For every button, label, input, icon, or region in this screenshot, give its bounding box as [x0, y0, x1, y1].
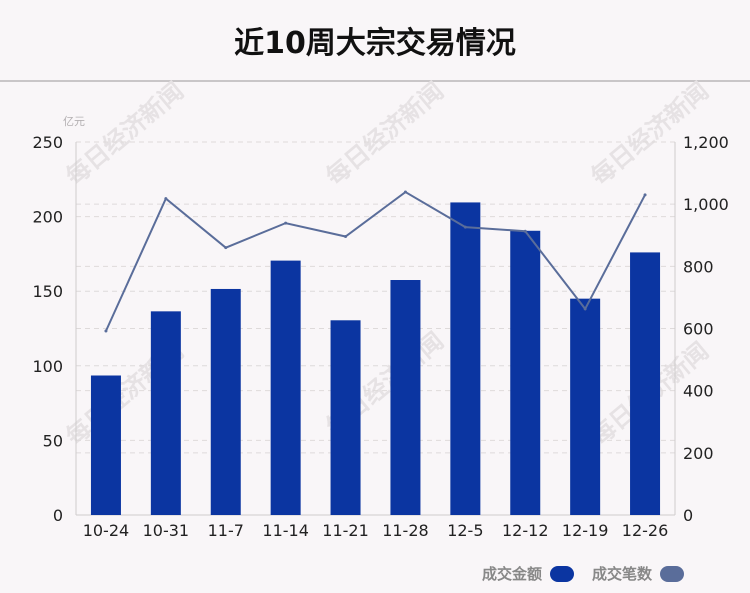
right-tick-label: 600 [683, 320, 714, 339]
x-tick-label: 11-14 [262, 521, 309, 540]
watermark-text: 每日经济新闻 [61, 77, 189, 191]
x-tick-label: 10-24 [83, 521, 130, 540]
line-point [164, 197, 168, 201]
x-tick-label: 12-26 [622, 521, 669, 540]
bar [90, 375, 121, 515]
x-tick-label: 11-28 [382, 521, 429, 540]
legend: 成交金额 成交笔数 [474, 563, 684, 584]
line-point [523, 229, 527, 233]
watermark-text: 每日经济新闻 [321, 77, 449, 191]
line-point [403, 190, 407, 194]
title-divider [0, 80, 750, 82]
line-point [224, 246, 228, 250]
bar [630, 252, 661, 515]
bar [150, 311, 181, 515]
legend-label-count: 成交笔数 [591, 565, 652, 583]
line-point [344, 234, 348, 238]
bar [210, 288, 241, 515]
left-tick-label: 200 [32, 208, 63, 227]
left-tick-label: 50 [43, 431, 63, 450]
left-tick-label: 150 [32, 282, 63, 301]
legend-item-amount[interactable]: 成交金额 [482, 563, 574, 584]
line-point [463, 225, 467, 229]
bar [270, 260, 301, 515]
tick-labels: 0 50 100 150 200 250 0 200 400 600 800 1,000 1,200 10… [32, 133, 728, 540]
line-point [104, 329, 108, 333]
legend-item-count[interactable]: 成交笔数 [592, 563, 684, 584]
bar [390, 280, 421, 515]
bar [330, 320, 361, 515]
x-tick-label: 10-31 [143, 521, 190, 540]
right-tick-label: 400 [683, 382, 714, 401]
chart-title: 近10周大宗交易情况 [234, 26, 516, 61]
legend-swatch-count [660, 565, 684, 582]
line-series [104, 190, 647, 333]
bar [510, 230, 541, 516]
right-tick-label: 0 [683, 506, 693, 525]
right-tick-label: 1,000 [683, 195, 729, 214]
count-line [105, 190, 646, 332]
right-tick-label: 1,200 [683, 133, 729, 152]
x-tick-label: 12-5 [447, 521, 483, 540]
line-point [643, 193, 647, 197]
line-point [583, 307, 587, 311]
right-tick-label: 800 [683, 257, 714, 276]
line-point [284, 221, 288, 225]
unit-label: 亿元 [63, 115, 85, 128]
left-tick-label: 250 [32, 133, 63, 152]
legend-label-amount: 成交金额 [481, 565, 542, 583]
left-tick-label: 0 [53, 506, 63, 525]
x-tick-label: 11-7 [208, 521, 244, 540]
x-tick-label: 12-12 [502, 521, 549, 540]
left-tick-label: 100 [32, 357, 63, 376]
bar-series [90, 202, 661, 516]
legend-swatch-amount [549, 565, 574, 582]
right-tick-label: 200 [683, 444, 714, 463]
bar [570, 298, 601, 515]
x-tick-label: 11-21 [322, 521, 369, 540]
x-tick-label: 12-19 [562, 521, 609, 540]
bar [450, 202, 481, 515]
